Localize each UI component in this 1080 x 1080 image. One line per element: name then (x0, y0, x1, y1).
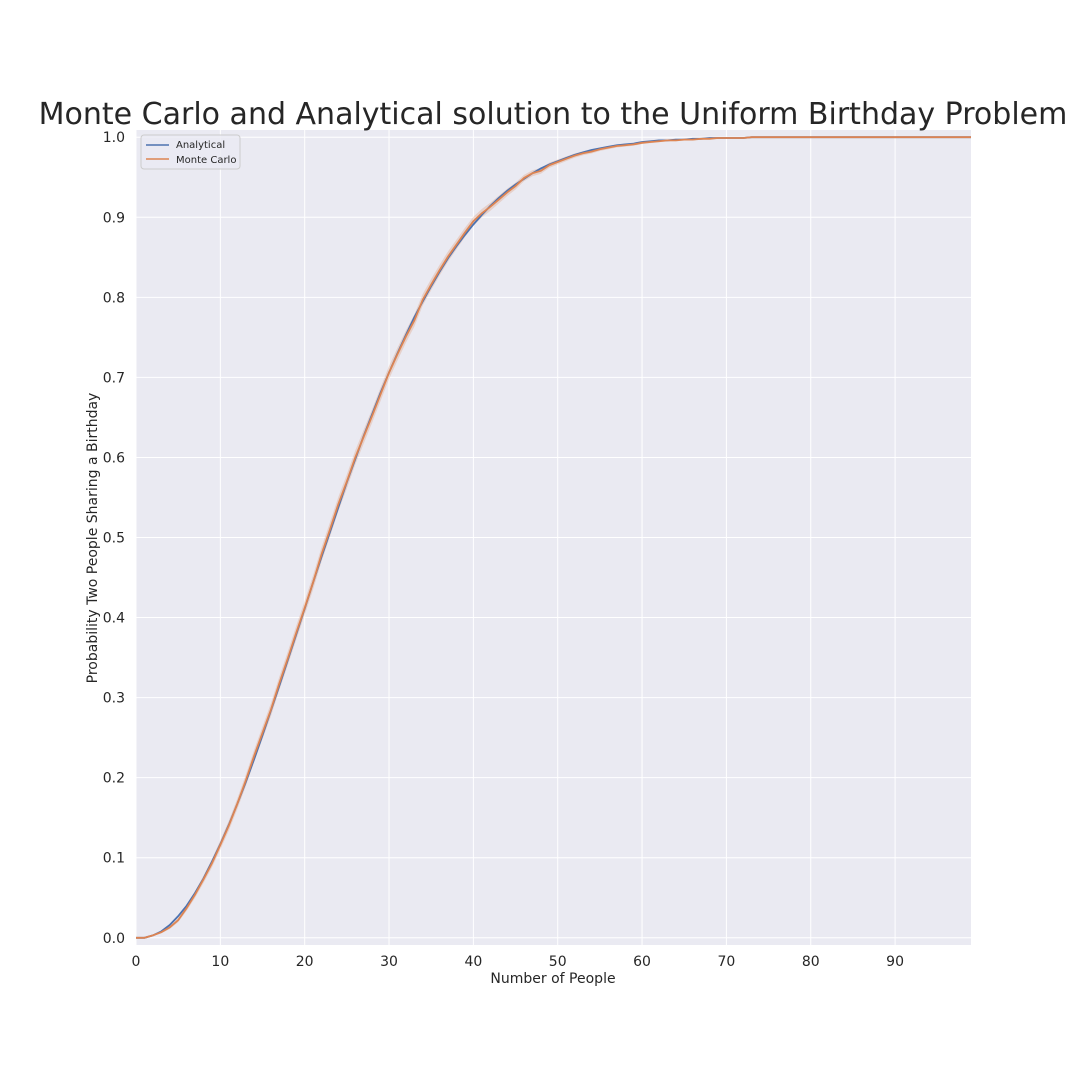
x-tick-label: 70 (717, 954, 735, 970)
monte-carlo-series-line (136, 136, 971, 939)
x-tick-labels: 0 10 20 30 40 50 60 70 80 90 (132, 954, 904, 970)
y-tick-label: 0.5 (103, 531, 125, 547)
x-tick-label: 40 (464, 954, 482, 970)
x-tick-label: 80 (802, 954, 820, 970)
legend-box (140, 134, 241, 170)
y-tick-label: 0.3 (103, 691, 125, 707)
legend-label-analytical: Analytical (176, 140, 225, 151)
legend-label-monte-carlo: Monte Carlo (176, 155, 236, 166)
y-tick-label: 0.6 (103, 450, 125, 466)
x-tick-label: 0 (132, 954, 141, 970)
y-tick-label: 0.9 (103, 210, 125, 226)
x-tick-label: 10 (211, 954, 229, 970)
y-tick-label: 0.1 (103, 851, 125, 867)
horizontal-gridlines (136, 136, 971, 939)
x-tick-label: 60 (633, 954, 651, 970)
y-tick-label: 0.8 (103, 290, 125, 306)
x-tick-label: 20 (296, 954, 314, 970)
chart-title: Monte Carlo and Analytical solution to t… (39, 97, 1068, 132)
x-tick-label: 90 (886, 954, 904, 970)
y-tick-label: 1.0 (103, 130, 125, 146)
legend: Analytical Monte Carlo (140, 134, 241, 170)
x-tick-label: 30 (380, 954, 398, 970)
x-tick-label: 50 (549, 954, 567, 970)
x-axis-label: Number of People (490, 971, 615, 987)
y-tick-label: 0.0 (103, 931, 125, 947)
y-tick-label: 0.2 (103, 771, 125, 787)
y-axis-label: Probability Two People Sharing a Birthda… (85, 393, 101, 684)
y-tick-label: 0.4 (103, 611, 125, 627)
y-tick-label: 0.7 (103, 370, 125, 386)
y-tick-labels: 0.0 0.1 0.2 0.3 0.4 0.5 0.6 0.7 0.8 0.9 1.0 (103, 130, 125, 947)
